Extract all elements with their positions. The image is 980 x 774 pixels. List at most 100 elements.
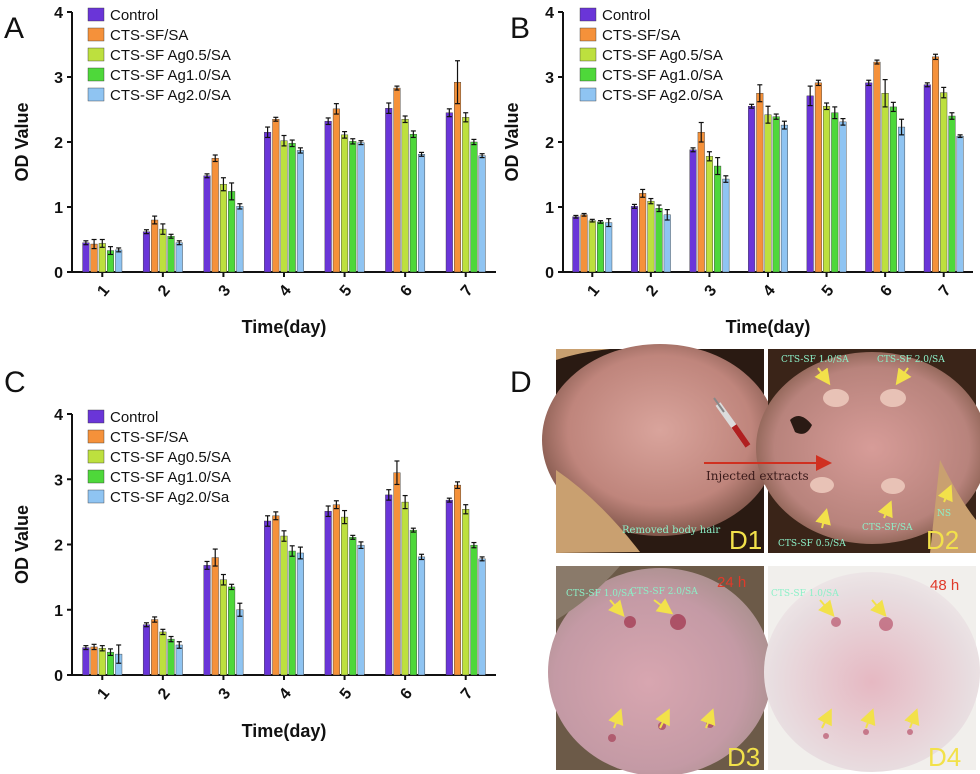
bar [898,126,906,273]
y-tick-label: 4 [545,5,554,22]
bar [756,93,764,273]
bar [357,142,365,273]
bar [418,154,426,273]
bar [211,557,219,676]
bar [705,156,713,273]
y-tick-label: 2 [545,135,554,152]
bar [219,579,227,676]
d2-label: D2 [926,525,959,555]
bar [572,216,580,273]
bar [357,544,365,676]
bar [167,236,175,273]
bar [349,537,357,676]
y-tick-label: 3 [54,70,63,87]
x-tick-label: 2 [155,685,174,703]
bar [580,214,588,273]
chart-panel-b: 0 1 2 3 4 1 2 3 4 5 6 7 Time(day) OD Value Control CTS-… [502,5,973,337]
bar [401,119,409,273]
x-tick-label: 1 [584,282,603,300]
bar [393,472,401,676]
x-tick-label: 3 [216,685,235,703]
bar [175,644,183,676]
bar [923,84,931,273]
y-tick-label: 1 [54,200,63,217]
y-axis-label: OD Value [12,505,32,584]
bar [409,529,417,676]
y-tick-label: 0 [545,265,554,282]
legend-label: CTS-SF Ag1.0/SA [110,67,231,84]
d3-caption-c20: CTS-SF 2.0/SA [630,587,698,597]
x-tick-label: 5 [337,282,356,300]
bar [478,155,486,273]
y-tick-label: 3 [54,472,63,489]
legend-swatch [87,47,105,62]
bar [324,120,332,273]
chart-panel-c: 0 1 2 3 4 1 2 3 4 5 6 7 Time(day) OD Value Control CTS-… [12,407,496,741]
bar [219,184,227,273]
legend-label: Control [110,7,158,24]
bar [296,552,304,676]
bar [159,228,167,273]
bar [151,219,159,273]
bar [272,119,280,273]
y-tick-label: 1 [545,200,554,217]
legend-label: Control [110,409,158,426]
bar [280,140,288,273]
legend-swatch [87,7,105,22]
legend-swatch [87,429,105,444]
bar [831,112,839,273]
bar [401,501,409,676]
legend-swatch [87,27,105,42]
bar [228,586,236,676]
x-tick-label: 5 [337,685,356,703]
legend-label: CTS-SF Ag2.0/Sa [110,489,230,506]
bar [142,231,150,273]
x-tick-label: 4 [760,282,779,300]
syringe-icon [713,397,751,448]
d4-time: 48 h [930,577,959,594]
bar [98,648,106,676]
bar [462,117,470,273]
x-tick-label: 1 [94,282,113,300]
y-tick-label: 2 [54,135,63,152]
photo-d4: CTS-SF 1.0/SA 48 h D4 [764,566,980,772]
legend-label: CTS-SF Ag1.0/SA [602,67,723,84]
bar [655,208,663,273]
x-axis-label: Time(day) [242,317,327,337]
d3-label: D3 [727,742,760,772]
legend-swatch [579,27,597,42]
bar [454,484,462,676]
bar [772,116,780,273]
bar [82,647,90,676]
d3-time: 24 h [717,574,746,591]
bar [956,135,964,273]
y-axis-label: OD Value [502,102,522,181]
bar [889,106,897,273]
bar [264,132,272,273]
bar [462,509,470,676]
y-tick-label: 4 [54,5,63,22]
bar [349,141,357,273]
legend-label: Control [602,7,650,24]
bar [839,121,847,273]
bar [865,82,873,273]
bar [764,114,772,273]
panel-label-c: C [4,366,26,399]
bar [203,175,211,273]
injected-extracts-arrow: Injected extracts [704,455,832,483]
x-tick-label: 3 [216,282,235,300]
bar [873,61,881,273]
bar [385,494,393,676]
photo-d2: CTS-SF 1.0/SA CTS-SF 2.0/SA CTS-SF 0.5/S… [756,349,980,555]
legend-label: CTS-SF/SA [110,429,188,446]
bar [142,624,150,676]
bar [288,143,296,273]
bar [211,158,219,273]
bar [881,93,889,273]
bar [823,106,831,273]
photo-d3: CTS-SF 1.0/SA CTS-SF 2.0/SA 24 h D3 [548,566,772,774]
x-tick-label: 7 [936,282,955,300]
legend-swatch [579,87,597,102]
bar [236,206,244,273]
bar [948,115,956,273]
